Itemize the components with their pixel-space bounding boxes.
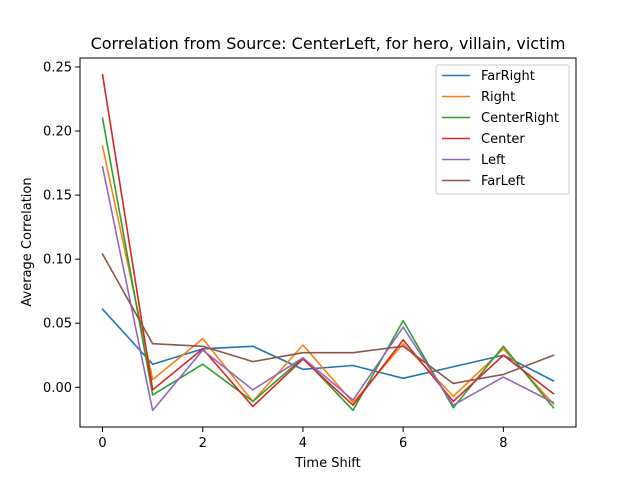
legend-label: Left <box>481 153 505 168</box>
x-tick-label: 4 <box>299 436 307 451</box>
y-tick-label: 0.05 <box>43 317 72 332</box>
axes-frame <box>79 57 577 428</box>
legend-label: Right <box>481 90 515 105</box>
series-line-left <box>101 165 555 412</box>
y-tick-label: 0.00 <box>43 381 72 396</box>
legend-label: Center <box>481 132 525 147</box>
y-axis: 0.00 0.05 0.10 0.15 0.20 0.25 <box>43 60 80 396</box>
x-tick-label: 8 <box>499 436 507 451</box>
y-tick-label: 0.20 <box>43 125 72 140</box>
series-line-farright <box>101 307 555 382</box>
legend-items: FarRight Right CenterRight Center Left FarLef… <box>442 69 559 189</box>
y-tick-label: 0.15 <box>43 189 72 204</box>
x-tick-label: 0 <box>98 436 106 451</box>
y-tick-label: 0.10 <box>43 253 72 268</box>
x-axis: 0 2 4 6 8 <box>98 427 507 451</box>
legend-label: FarRight <box>481 69 535 84</box>
x-tick-label: 6 <box>399 436 407 451</box>
series-line-farleft <box>101 252 555 385</box>
x-axis-label: Time Shift <box>294 456 361 471</box>
legend: FarRight Right CenterRight Center Left FarLef… <box>435 64 570 195</box>
plot-area <box>79 57 577 428</box>
y-tick-label: 0.25 <box>43 60 72 75</box>
series-lines <box>101 73 555 412</box>
series-line-right <box>101 145 555 406</box>
legend-label: FarLeft <box>481 174 525 189</box>
x-tick-label: 2 <box>199 436 207 451</box>
legend-label: CenterRight <box>481 111 559 126</box>
chart-title: Correlation from Source: CenterLeft, for… <box>91 34 566 53</box>
y-axis-label: Average Correlation <box>20 177 35 306</box>
